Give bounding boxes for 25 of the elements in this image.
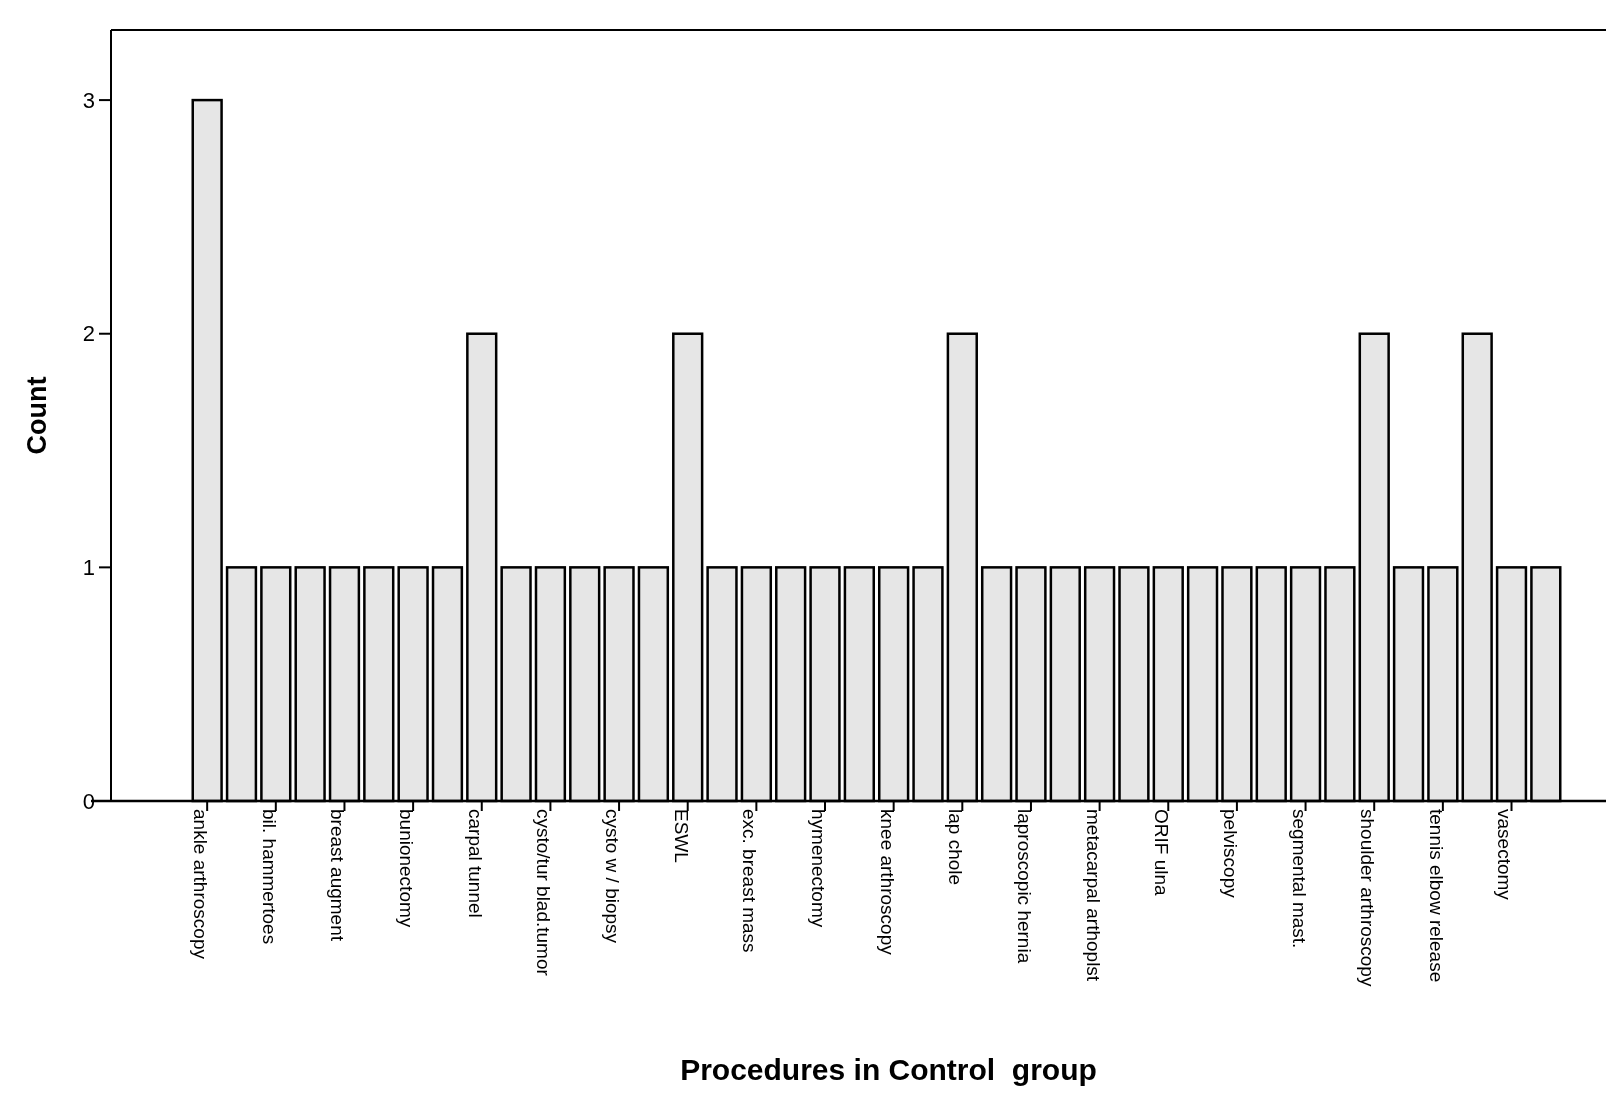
x-tick-label: cysto/tur blad.tumor (533, 809, 555, 977)
x-tick-label: shoulder arthroscopy (1357, 809, 1379, 987)
x-axis-title: Procedures in Control group (680, 1053, 1097, 1086)
x-tick-label: breast augment (327, 809, 349, 942)
x-tick-label: vasectomy (1494, 809, 1516, 901)
x-tick-label: exc. breast mass (739, 809, 761, 953)
y-tick-label: 3 (82, 87, 95, 113)
x-tick-label: segmental mast. (1288, 809, 1310, 949)
x-tick-label: ORIF ulna (1151, 809, 1173, 897)
x-tick-label: knee arthroscopy (876, 809, 898, 956)
x-tick-label: tennis elbow release (1425, 809, 1447, 983)
y-axis-title: Count (22, 376, 52, 455)
x-tick-label: metacarpal arthoplst (1082, 809, 1104, 982)
y-tick-label: 1 (82, 555, 95, 581)
x-tick-label: bil. hammertoes (258, 809, 280, 945)
x-tick-label: ankle arthroscopy (190, 809, 212, 960)
x-tick-label: hymenectomy (808, 809, 829, 928)
x-tick-label: cysto w / biopsy (602, 809, 624, 944)
y-tick-label: 2 (82, 321, 95, 347)
x-tick-label: bunionectomy (396, 809, 418, 928)
x-tick-label: lap chole (945, 809, 967, 886)
x-tick-label: laproscopic hernia (1013, 809, 1035, 964)
x-tick-label: pelviscopy (1219, 809, 1241, 899)
x-tick-label: carpal tunnel (464, 809, 486, 918)
x-tick-label: ESWL (670, 809, 692, 863)
